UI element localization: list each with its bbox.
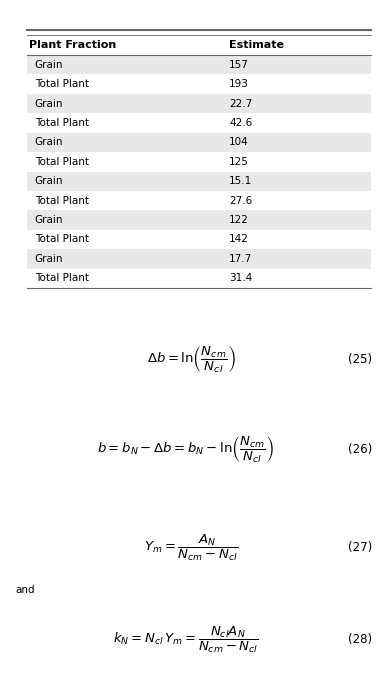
Bar [27,94,371,113]
Text: $\Delta b = \ln\!\left(\dfrac{N_{cm}}{N_{cl}}\right)$: $\Delta b = \ln\!\left(\dfrac{N_{cm}}{N_… [147,345,235,375]
Text: 142: 142 [229,235,249,244]
Text: 122: 122 [229,215,249,225]
Text: $b = b_N - \Delta b = b_N - \ln\!\left(\dfrac{N_{cm}}{N_{cl}}\right)$: $b = b_N - \Delta b = b_N - \ln\!\left(\… [97,435,275,465]
Bar [27,210,371,230]
Text: Total Plant: Total Plant [35,157,89,167]
Text: 22.7: 22.7 [229,98,253,109]
Text: 42.6: 42.6 [229,118,253,128]
Text: Estimate: Estimate [229,40,284,50]
Text: Grain: Grain [35,98,63,109]
Text: 17.7: 17.7 [229,254,253,264]
Text: 15.1: 15.1 [229,176,253,186]
Text: 125: 125 [229,157,249,167]
Text: and: and [15,585,35,595]
Text: (26): (26) [348,443,372,456]
Bar [27,249,371,269]
Text: Grain: Grain [35,138,63,147]
Text: Total Plant: Total Plant [35,79,89,89]
Text: (25): (25) [348,353,372,366]
Text: Total Plant: Total Plant [35,195,89,206]
Text: Grain: Grain [35,215,63,225]
Text: Total Plant: Total Plant [35,235,89,244]
Text: 157: 157 [229,60,249,70]
Text: Total Plant: Total Plant [35,118,89,128]
Text: Grain: Grain [35,60,63,70]
Text: Grain: Grain [35,254,63,264]
Bar [27,133,371,152]
Text: Grain: Grain [35,176,63,186]
Text: $Y_m = \dfrac{A_N}{N_{cm} - N_{cl}}$: $Y_m = \dfrac{A_N}{N_{cm} - N_{cl}}$ [144,533,238,563]
Bar [27,55,371,75]
Text: 31.4: 31.4 [229,274,253,283]
Text: 193: 193 [229,79,249,89]
Text: $k_N = N_{cl}\,Y_m = \dfrac{N_{cl} A_N}{N_{cm} - N_{cl}}$: $k_N = N_{cl}\,Y_m = \dfrac{N_{cl} A_N}{… [113,625,259,655]
Text: 27.6: 27.6 [229,195,253,206]
Text: (27): (27) [348,542,372,554]
Text: 104: 104 [229,138,249,147]
Text: (28): (28) [348,634,372,646]
Bar [27,172,371,191]
Text: Total Plant: Total Plant [35,274,89,283]
Text: Plant Fraction: Plant Fraction [29,40,116,50]
